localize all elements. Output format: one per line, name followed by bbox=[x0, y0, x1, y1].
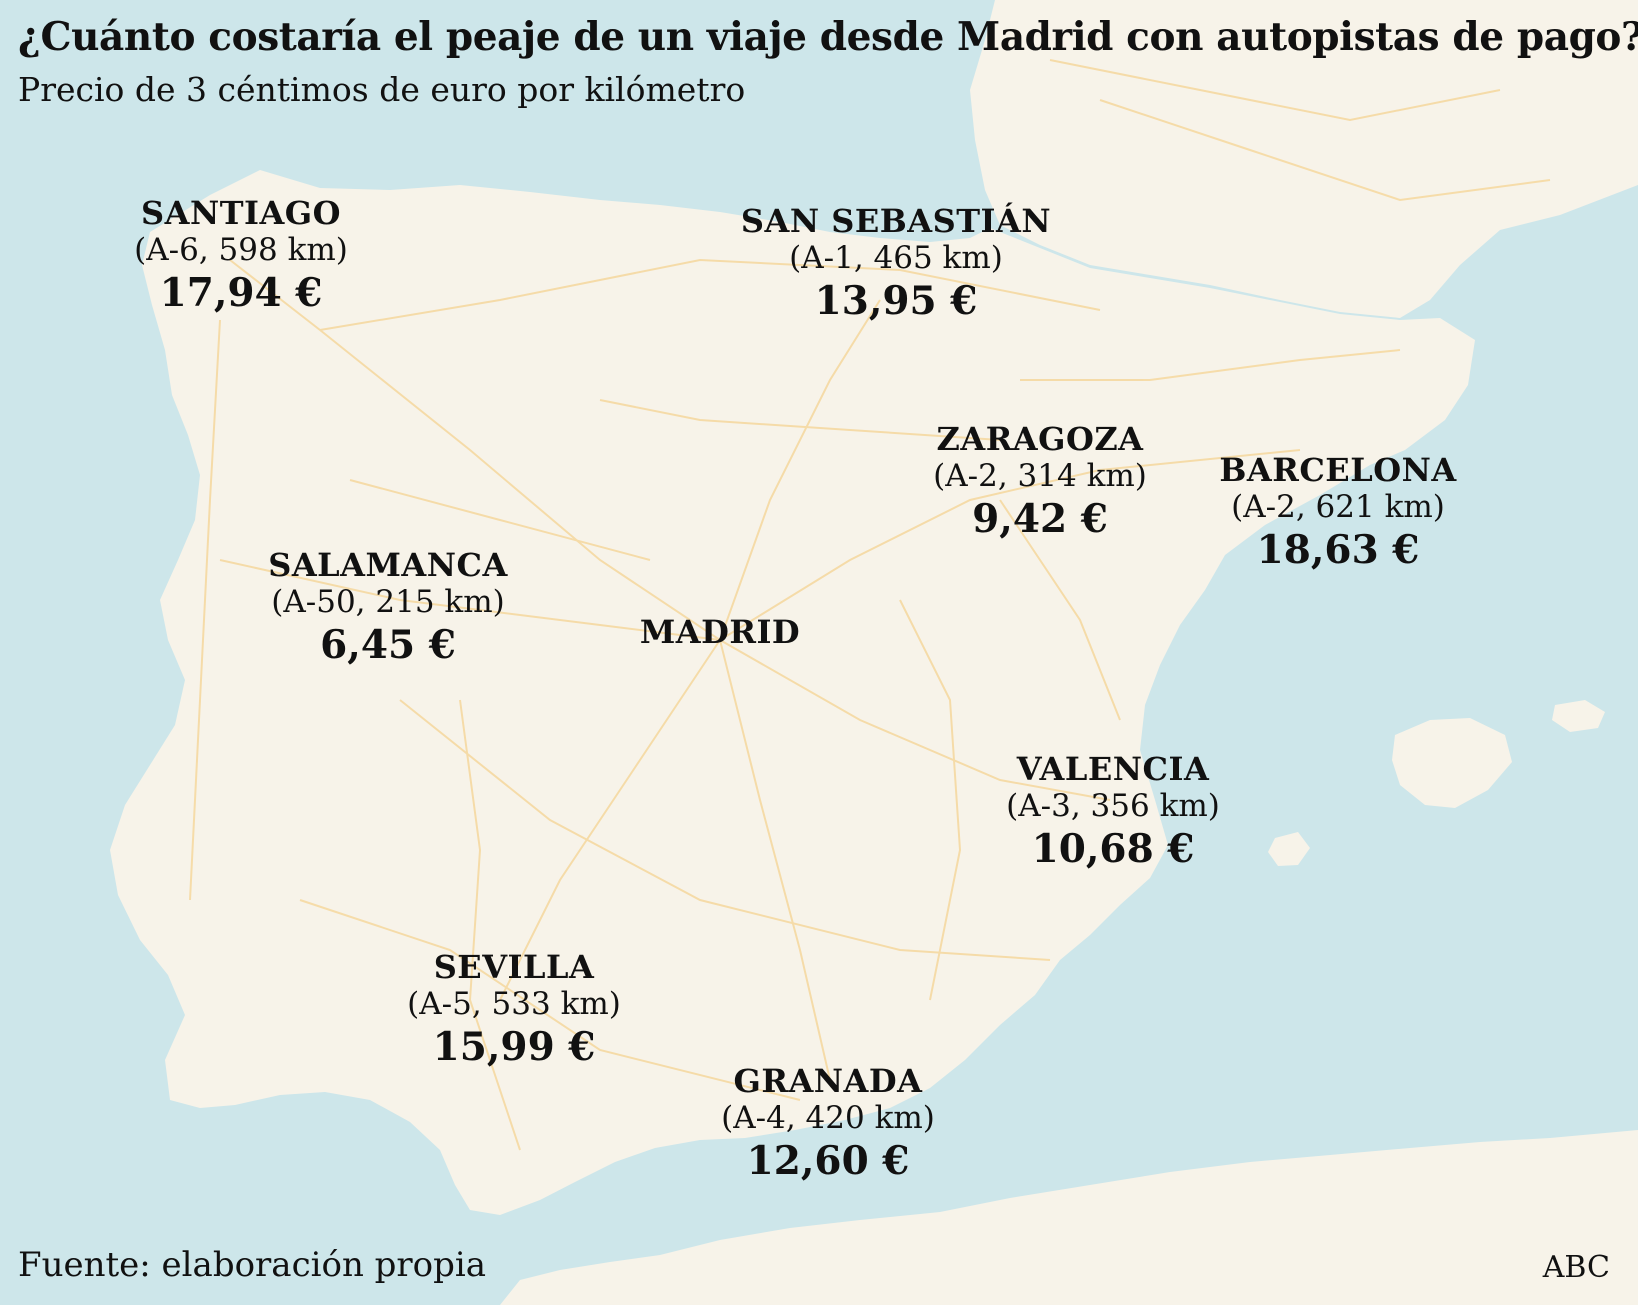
city-route: (A-6, 598 km) bbox=[134, 232, 348, 268]
city-label-barcelona: BARCELONA (A-2, 621 km) 18,63 € bbox=[1219, 451, 1456, 575]
city-name: SANTIAGO bbox=[141, 194, 341, 232]
city-name: BARCELONA bbox=[1219, 451, 1457, 489]
city-route: (A-2, 621 km) bbox=[1231, 489, 1445, 525]
city-label-salamanca: SALAMANCA (A-50, 215 km) 6,45 € bbox=[268, 546, 508, 670]
island-mallorca bbox=[1392, 718, 1512, 808]
land-africa bbox=[500, 1130, 1638, 1305]
city-route: (A-4, 420 km) bbox=[721, 1100, 935, 1136]
source-note: Fuente: elaboración propia bbox=[18, 1245, 487, 1285]
city-label-sevilla: SEVILLA (A-5, 533 km) 15,99 € bbox=[407, 948, 621, 1072]
road-network bbox=[189, 59, 1551, 1151]
city-route: (A-1, 465 km) bbox=[789, 240, 1003, 276]
origin-label-madrid: MADRID bbox=[639, 613, 801, 651]
city-price: 15,99 € bbox=[432, 1024, 596, 1070]
city-label-granada: GRANADA (A-4, 420 km) 12,60 € bbox=[721, 1062, 935, 1186]
brand-logo: ABC bbox=[1542, 1250, 1610, 1285]
city-name: SEVILLA bbox=[433, 948, 595, 986]
island-menorca bbox=[1552, 700, 1605, 732]
city-name: ZARAGOZA bbox=[936, 420, 1144, 458]
city-route: (A-50, 215 km) bbox=[271, 584, 505, 620]
city-label-santiago: SANTIAGO (A-6, 598 km) 17,94 € bbox=[134, 194, 348, 318]
land-france bbox=[970, 0, 1638, 318]
city-price: 13,95 € bbox=[814, 278, 978, 324]
city-price: 18,63 € bbox=[1256, 527, 1420, 573]
city-label-san-sebastian: SAN SEBASTIÁN (A-1, 465 km) 13,95 € bbox=[741, 202, 1051, 326]
city-route: (A-3, 356 km) bbox=[1006, 788, 1220, 824]
city-route: (A-5, 533 km) bbox=[407, 986, 621, 1022]
city-name: SAN SEBASTIÁN bbox=[740, 202, 1052, 240]
city-name: SALAMANCA bbox=[268, 546, 508, 584]
city-price: 10,68 € bbox=[1031, 826, 1195, 872]
city-name: VALENCIA bbox=[1016, 750, 1210, 788]
city-price: 12,60 € bbox=[746, 1138, 910, 1184]
map-title: ¿Cuánto costaría el peaje de un viaje de… bbox=[18, 14, 1638, 60]
city-name: GRANADA bbox=[733, 1062, 923, 1100]
city-route: (A-2, 314 km) bbox=[933, 458, 1147, 494]
city-label-zaragoza: ZARAGOZA (A-2, 314 km) 9,42 € bbox=[933, 420, 1147, 544]
city-price: 6,45 € bbox=[320, 622, 456, 668]
city-price: 9,42 € bbox=[972, 496, 1108, 542]
city-price: 17,94 € bbox=[159, 270, 323, 316]
map-subtitle: Precio de 3 céntimos de euro por kilómet… bbox=[18, 70, 746, 109]
city-label-valencia: VALENCIA (A-3, 356 km) 10,68 € bbox=[1006, 750, 1220, 874]
land-iberia bbox=[110, 170, 1475, 1215]
island-ibiza bbox=[1268, 832, 1310, 866]
